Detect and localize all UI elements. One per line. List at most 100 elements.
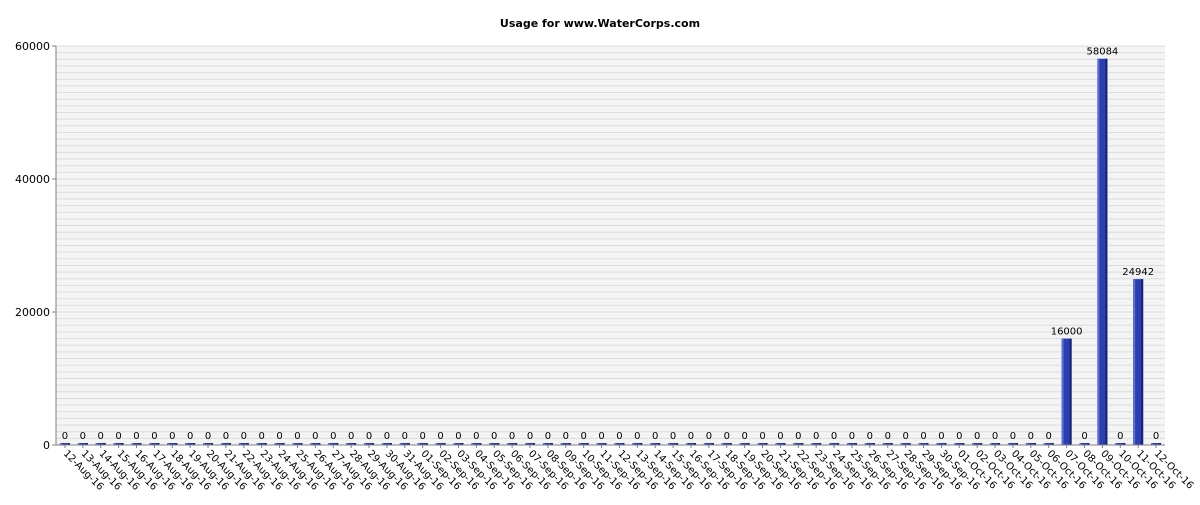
x-tick-labels: 12-Aug-1613-Aug-1614-Aug-1615-Aug-1616-A…	[61, 445, 1195, 493]
data-label: 0	[706, 431, 712, 442]
bar	[560, 443, 571, 445]
y-tick-labels: 0 20000 40000 60000	[15, 40, 56, 452]
bar	[417, 443, 428, 445]
bar	[95, 443, 106, 445]
bar	[59, 443, 70, 445]
data-label: 0	[419, 431, 425, 442]
bar	[829, 443, 840, 445]
data-label: 0	[885, 431, 891, 442]
bar	[685, 443, 696, 445]
bar	[274, 443, 285, 445]
data-label: 0	[974, 431, 980, 442]
data-label: 0	[831, 431, 837, 442]
data-label: 0	[402, 431, 408, 442]
data-label: 0	[1028, 431, 1034, 442]
data-label: 0	[223, 431, 229, 442]
data-label: 0	[294, 431, 300, 442]
data-label: 0	[1046, 431, 1052, 442]
bar	[632, 443, 643, 445]
bars	[59, 58, 1162, 446]
data-label: 0	[920, 431, 926, 442]
bar	[650, 443, 661, 445]
data-label: 0	[473, 431, 479, 442]
data-label: 0	[670, 431, 676, 442]
y-tick-label: 40000	[15, 173, 50, 186]
bar	[489, 443, 500, 445]
bar	[578, 443, 589, 445]
bar	[149, 443, 160, 445]
bar	[1115, 443, 1126, 445]
bar	[614, 443, 625, 445]
data-label: 0	[992, 431, 998, 442]
data-label: 0	[455, 431, 461, 442]
bar	[453, 443, 464, 445]
data-label: 0	[205, 431, 211, 442]
bar	[542, 443, 553, 445]
data-label: 0	[849, 431, 855, 442]
bar	[1061, 338, 1072, 445]
data-label: 0	[133, 431, 139, 442]
bar	[471, 443, 482, 445]
bar	[1151, 443, 1162, 445]
bar	[793, 443, 804, 445]
bar	[721, 443, 732, 445]
data-label: 0	[563, 431, 569, 442]
data-label: 0	[652, 431, 658, 442]
bar	[346, 443, 357, 445]
bar	[167, 443, 178, 445]
bar	[703, 443, 714, 445]
bar	[220, 443, 231, 445]
bar	[185, 443, 196, 445]
bar	[596, 443, 607, 445]
bar	[435, 443, 446, 445]
bar	[846, 443, 857, 445]
y-tick-label: 60000	[15, 40, 50, 53]
data-label: 0	[98, 431, 104, 442]
bar	[77, 443, 88, 445]
data-label: 0	[1010, 431, 1016, 442]
data-label: 0	[580, 431, 586, 442]
data-label: 0	[527, 431, 533, 442]
data-label: 0	[1153, 431, 1159, 442]
data-label: 0	[348, 431, 354, 442]
data-label: 0	[80, 431, 86, 442]
bar	[507, 443, 518, 445]
bar	[775, 443, 786, 445]
data-label: 0	[384, 431, 390, 442]
data-label: 0	[724, 431, 730, 442]
bar	[864, 443, 875, 445]
data-label: 0	[366, 431, 372, 442]
data-label: 0	[688, 431, 694, 442]
bar	[381, 443, 392, 445]
data-label: 0	[777, 431, 783, 442]
data-label: 0	[115, 431, 121, 442]
data-label: 0	[169, 431, 175, 442]
bar	[525, 443, 536, 445]
bar	[131, 443, 142, 445]
data-label: 0	[545, 431, 551, 442]
bar	[1079, 443, 1090, 445]
grid-lines	[56, 45, 1165, 446]
bar	[1133, 279, 1144, 445]
data-label: 0	[795, 431, 801, 442]
data-label: 0	[1081, 431, 1087, 442]
data-label: 0	[634, 431, 640, 442]
bar	[811, 443, 822, 445]
data-label: 58084	[1086, 47, 1118, 58]
bar	[972, 443, 983, 445]
chart-title: Usage for www.WaterCorps.com	[499, 17, 701, 30]
data-label: 0	[187, 431, 193, 442]
bar	[900, 443, 911, 445]
data-label: 0	[902, 431, 908, 442]
data-label: 24942	[1122, 267, 1154, 278]
bar	[936, 443, 947, 445]
bar	[918, 443, 929, 445]
bar	[399, 443, 410, 445]
data-label: 0	[330, 431, 336, 442]
bar	[954, 443, 965, 445]
bar	[739, 443, 750, 445]
bar	[238, 443, 249, 445]
bar	[328, 443, 339, 445]
data-label: 16000	[1051, 327, 1083, 338]
